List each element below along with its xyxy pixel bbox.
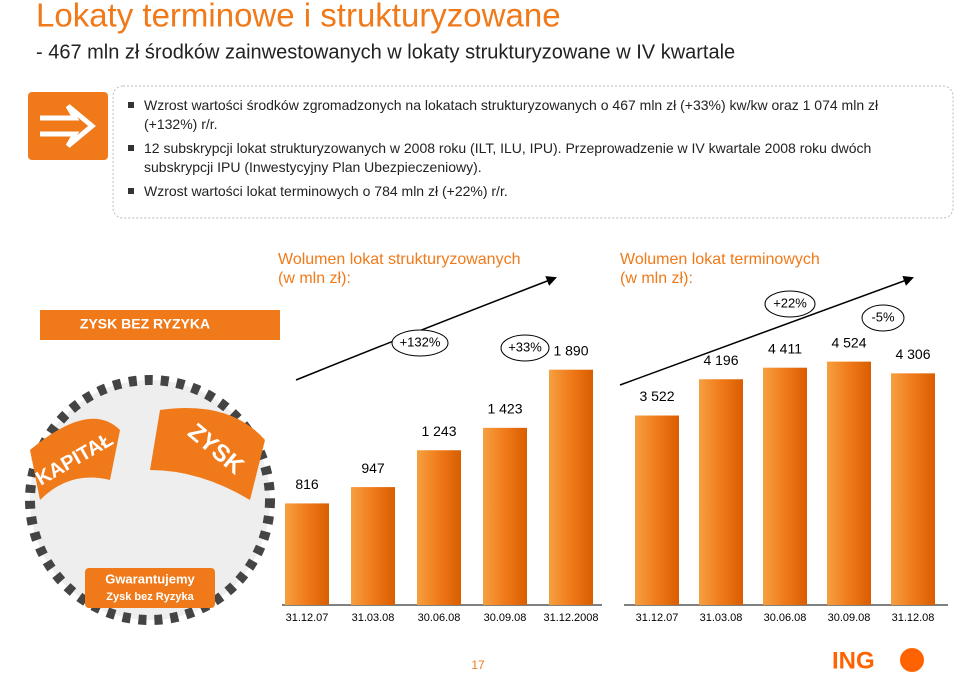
x-tick-label: 31.12.07 [286, 612, 329, 624]
x-tick-label: 30.06.08 [764, 612, 807, 624]
trend-arrow [619, 275, 914, 386]
bullet: Wzrost wartości lokat terminowych o 784 … [128, 182, 928, 201]
chart-title: Wolumen lokat strukturyzowanych [278, 251, 520, 268]
promo-badge [85, 568, 215, 608]
promo-flag-right [150, 408, 265, 500]
bullet: 12 subskrypcji lokat strukturyzowanych w… [128, 139, 928, 177]
x-tick-label: 31.12.07 [636, 612, 679, 624]
bullet: Wzrost wartości środków zgromadzonych na… [128, 96, 928, 134]
bar [635, 415, 679, 605]
promo-banner [40, 310, 280, 340]
annotation-ellipse [764, 290, 816, 318]
icon-arrow [40, 104, 96, 148]
value-label: 816 [295, 476, 319, 492]
slide-subtitle: - 467 mln zł środków zainwestowanych w l… [36, 41, 735, 63]
x-tick-label: 31.12.08 [892, 612, 935, 624]
value-label: 947 [361, 460, 385, 476]
page-number: 17 [471, 658, 485, 672]
bar [351, 487, 395, 605]
value-label: 4 306 [895, 346, 930, 362]
promo-banner-text: ZYSK BEZ RYZYKA [80, 316, 210, 332]
annotation: -5% [871, 309, 895, 324]
bar [549, 369, 593, 605]
bar [699, 379, 743, 605]
value-label: 3 522 [639, 388, 674, 404]
bar [763, 367, 807, 605]
annotation-ellipse [391, 329, 449, 357]
promo-badge-line2: Zysk bez Ryzyka [106, 591, 194, 603]
trend-arrow [295, 276, 557, 381]
promo-flag-left [30, 418, 120, 500]
bullet-box [112, 85, 954, 219]
bullet-list: Wzrost wartości środków zgromadzonych na… [128, 96, 928, 206]
bar [285, 503, 329, 605]
chart-title: Wolumen lokat terminowych [620, 251, 820, 268]
x-tick-label: 30.06.08 [418, 612, 461, 624]
x-tick-label: 31.03.08 [700, 612, 743, 624]
annotation-ellipse [861, 304, 905, 332]
annotation: +132% [400, 334, 441, 349]
annotation: +22% [773, 295, 807, 310]
logo-lion [900, 648, 924, 672]
icon-box [28, 92, 108, 160]
bar [483, 427, 527, 605]
chart-subtitle: (w mln zł): [278, 270, 351, 287]
bar [827, 361, 871, 605]
x-tick-label: 31.12.2008 [543, 612, 598, 624]
slide-title: Lokaty terminowe i strukturyzowane [36, 0, 561, 34]
annotation-ellipse [500, 334, 550, 362]
value-label: 1 243 [421, 423, 456, 439]
x-tick-label: 31.03.08 [352, 612, 395, 624]
value-label: 4 196 [703, 352, 738, 368]
x-tick-label: 30.09.08 [484, 612, 527, 624]
bar [417, 450, 461, 605]
value-label: 4 411 [768, 340, 802, 356]
promo-badge-line1: Gwarantujemy [105, 571, 195, 586]
chart-subtitle: (w mln zł): [620, 270, 693, 287]
value-label: 1 423 [487, 401, 522, 417]
logo: ING [832, 647, 875, 674]
x-tick-label: 30.09.08 [828, 612, 871, 624]
value-label: 1 890 [553, 342, 588, 358]
value-label: 4 524 [831, 334, 866, 350]
annotation: +33% [508, 339, 542, 354]
bar [891, 373, 935, 605]
